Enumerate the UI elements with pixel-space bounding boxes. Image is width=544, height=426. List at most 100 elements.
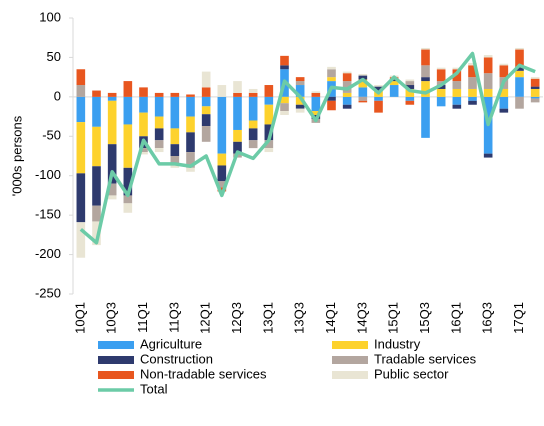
bar-segment (389, 81, 399, 86)
bar-segment (201, 96, 211, 107)
bar-segment (499, 65, 509, 78)
bar-segment (107, 100, 117, 145)
bar-segment (483, 88, 493, 97)
legend-swatch (332, 356, 368, 364)
bar-segment (468, 65, 477, 78)
bar-segment (436, 96, 446, 107)
bar-segment (342, 96, 352, 105)
x-tick-label: 15Q1 (386, 302, 401, 334)
bar-segment (499, 96, 509, 109)
bar-segment (201, 126, 211, 142)
bar-segment (92, 166, 101, 206)
x-tick-label: 14Q3 (354, 302, 369, 334)
bar-segment (186, 94, 195, 97)
bar-segment (468, 100, 477, 105)
bar-segment (154, 116, 164, 129)
bar-segment (327, 69, 336, 78)
bar-segment (374, 96, 383, 101)
bar-segment (170, 163, 180, 168)
bar-segment (264, 140, 274, 149)
bar-segment (264, 85, 274, 97)
bar-segment (374, 86, 383, 91)
bar-segment (358, 87, 368, 97)
bar-segment (280, 65, 289, 70)
bar-segment (499, 108, 509, 113)
bar-segment (248, 88, 258, 93)
bar-segment (264, 124, 274, 141)
legend-label: Tradable services (374, 351, 477, 366)
bar-segment (483, 57, 493, 74)
bar-segment (154, 128, 164, 141)
bar-segment (248, 120, 258, 129)
x-tick-label: 16Q3 (480, 302, 495, 334)
bar-segment (389, 85, 399, 97)
bar-segment (530, 98, 540, 103)
legend-swatch (332, 371, 368, 379)
bar-segment (264, 96, 274, 105)
y-tick-label: 0 (54, 88, 61, 103)
bar-segment (358, 75, 368, 80)
bar-segment (248, 128, 258, 141)
bar-segment (217, 96, 227, 154)
bar-segment (280, 55, 289, 66)
bar-segment (139, 87, 148, 97)
bar-segment (76, 69, 86, 86)
bar-segment (248, 96, 258, 121)
legend-label: Agriculture (140, 336, 202, 351)
bar-segment (421, 47, 430, 50)
bar-segment (217, 153, 227, 166)
bar-segment (280, 103, 289, 112)
y-tick-label: -100 (35, 167, 61, 182)
bar-segment (295, 96, 305, 105)
bar-segment (374, 100, 383, 113)
bar-segment (311, 91, 321, 93)
bar-segment (170, 128, 180, 145)
bar-segment (311, 111, 321, 115)
bar-segment (358, 79, 368, 88)
bar-segment (170, 144, 180, 156)
x-tick-label: 14Q1 (323, 302, 338, 334)
total-line (79, 51, 536, 245)
legend-label: Industry (374, 336, 421, 351)
legend-swatch (98, 356, 134, 364)
bar-segment (186, 132, 195, 153)
bar-segment (405, 85, 415, 89)
bar-segment (311, 96, 321, 112)
bar-segment (405, 88, 415, 97)
bar-segment (311, 92, 321, 97)
bar-segment (92, 221, 101, 246)
bar-segment (170, 92, 180, 97)
bar-segment (515, 49, 524, 67)
bar-segment (107, 96, 117, 101)
bar-segment (201, 71, 211, 88)
bar-segment (139, 96, 148, 113)
bar-segment (374, 85, 383, 87)
bar-segment (515, 96, 524, 109)
bar-segment (327, 96, 336, 101)
bar-segment (217, 85, 227, 97)
bar-segment (421, 65, 430, 78)
bar-segment (139, 112, 148, 137)
bar-segment (515, 70, 524, 78)
bar-segment (233, 141, 242, 154)
bar-segment (499, 63, 509, 66)
bar-segment (201, 106, 211, 115)
legend-label: Non-tradable services (140, 366, 267, 381)
bar-segment (327, 100, 336, 111)
x-tick-label: 13Q3 (292, 302, 307, 334)
bar-segment (295, 104, 305, 109)
bar-segment (342, 92, 352, 97)
bar-segment (515, 77, 524, 97)
bar-segment (405, 100, 415, 105)
x-tick-label: 11Q1 (135, 302, 150, 333)
bar-segment (154, 140, 164, 149)
bar-segment (76, 122, 86, 174)
bar-segment (358, 100, 368, 103)
bar-segment (436, 88, 446, 97)
legend-swatch (332, 341, 368, 349)
bar-segment (170, 156, 180, 164)
x-tick-label: 12Q1 (198, 302, 213, 334)
bar-segment (139, 148, 148, 153)
y-tick-label: -200 (35, 246, 61, 261)
bar-segment (421, 49, 430, 66)
